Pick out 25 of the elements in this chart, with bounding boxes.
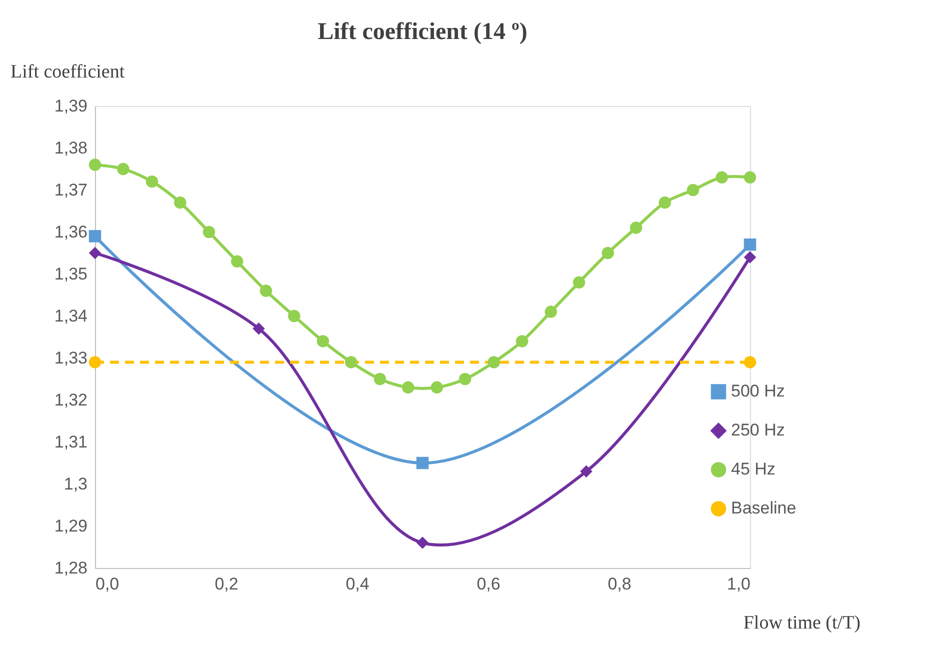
x-tick-label: 0,4	[346, 574, 370, 594]
chart-title: Lift coefficient (14 º)	[318, 19, 528, 45]
legend-label: Baseline	[731, 498, 796, 518]
legend-label: 500 Hz	[731, 382, 785, 401]
y-tick-label: 1,34	[54, 306, 88, 326]
y-tick-label: 1,3	[64, 474, 88, 494]
y-tick-label: 1,28	[54, 558, 88, 578]
y-tick-label: 1,38	[54, 138, 88, 158]
x-tick-label: 0,0	[96, 574, 120, 594]
legend-label: 45 Hz	[731, 460, 776, 479]
y-tick-label: 1,31	[54, 432, 88, 452]
legend-label: 250 Hz	[731, 420, 785, 440]
x-tick-label: 0,2	[214, 574, 238, 594]
y-tick-label: 1,29	[54, 516, 88, 536]
y-tick-label: 1,35	[54, 264, 88, 284]
y-tick-label: 1,36	[54, 222, 88, 242]
y-tick-label: 1,39	[54, 96, 88, 116]
y-tick-label: 1,32	[54, 390, 88, 410]
x-tick-label: 1,0	[726, 574, 750, 594]
y-tick-label: 1,33	[54, 348, 88, 368]
y-axis-title: Lift coefficient	[10, 62, 126, 82]
x-tick-label: 0,6	[476, 574, 500, 594]
y-tick-label: 1,37	[54, 180, 88, 200]
x-axis-title: Flow time (t/T)	[743, 612, 860, 634]
x-tick-label: 0,8	[608, 574, 632, 594]
